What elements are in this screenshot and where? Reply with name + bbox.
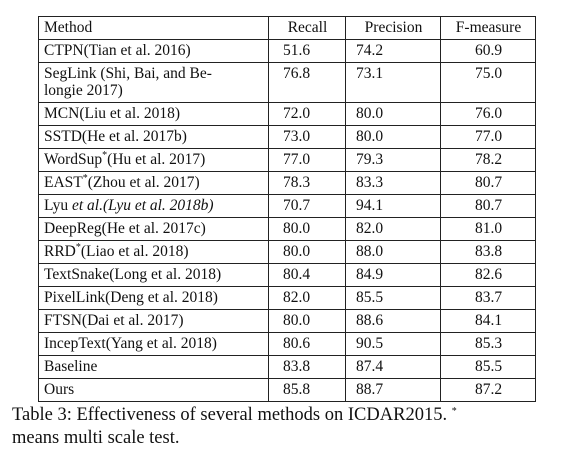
recall-cell: 80.6 xyxy=(268,332,346,356)
table-row: TextSnake(Long et al. 2018) 80.4 84.9 82… xyxy=(38,263,536,287)
method-name: EAST xyxy=(44,174,83,191)
table-row: WordSup*(Hu et al. 2017) 77.0 79.3 78.2 xyxy=(38,148,536,172)
precision-cell: 94.1 xyxy=(345,194,441,218)
precision-cell: 88.7 xyxy=(345,378,441,402)
table-row: SSTD(He et al. 2017b) 73.0 80.0 77.0 xyxy=(38,125,536,149)
precision-cell: 87.4 xyxy=(345,355,441,379)
method-name: RRD xyxy=(44,243,76,260)
method-cell: TextSnake(Long et al. 2018) xyxy=(38,263,269,287)
fmeasure-cell: 76.0 xyxy=(440,102,536,126)
table-row: DeepReg(He et al. 2017c) 80.0 82.0 81.0 xyxy=(38,217,536,241)
table-row: Ours 85.8 88.7 87.2 xyxy=(38,378,536,402)
precision-cell: 88.6 xyxy=(345,309,441,333)
fmeasure-cell-best: 87.2 xyxy=(440,378,536,402)
method-name: Lyu xyxy=(44,197,72,214)
fmeasure-cell: 81.0 xyxy=(440,217,536,241)
method-cell: RRD*(Liao et al. 2018) xyxy=(38,240,269,264)
recall-cell: 85.8 xyxy=(268,378,346,402)
method-cell: SSTD(He et al. 2017b) xyxy=(38,125,269,149)
precision-cell: 88.0 xyxy=(345,240,441,264)
recall-cell: 78.3 xyxy=(268,171,346,195)
recall-cell: 82.0 xyxy=(268,286,346,310)
method-cell: CTPN(Tian et al. 2016) xyxy=(38,39,269,63)
method-cell: WordSup*(Hu et al. 2017) xyxy=(38,148,269,172)
method-name: WordSup xyxy=(44,151,103,168)
method-cell: SegLink (Shi, Bai, and Be-longie 2017) xyxy=(38,62,269,103)
table-row: SegLink (Shi, Bai, and Be-longie 2017) 7… xyxy=(38,62,536,103)
fmeasure-cell: 85.3 xyxy=(440,332,536,356)
table-header-row: Method Recall Precision F-measure xyxy=(38,16,536,40)
method-cell: EAST*(Zhou et al. 2017) xyxy=(38,171,269,195)
precision-cell: 79.3 xyxy=(345,148,441,172)
fmeasure-cell: 75.0 xyxy=(440,62,536,103)
method-cell: IncepText(Yang et al. 2018) xyxy=(38,332,269,356)
precision-cell: 80.0 xyxy=(345,102,441,126)
fmeasure-cell: 78.2 xyxy=(440,148,536,172)
fmeasure-cell: 84.1 xyxy=(440,309,536,333)
table-row: FTSN(Dai et al. 2017) 80.0 88.6 84.1 xyxy=(38,309,536,333)
recall-cell: 80.0 xyxy=(268,309,346,333)
table-row: EAST*(Zhou et al. 2017) 78.3 83.3 80.7 xyxy=(38,171,536,195)
fmeasure-cell: 80.7 xyxy=(440,194,536,218)
method-cell: Baseline xyxy=(38,355,269,379)
fmeasure-cell: 83.8 xyxy=(440,240,536,264)
table-row: RRD*(Liao et al. 2018) 80.0 88.0 83.8 xyxy=(38,240,536,264)
fmeasure-cell: 77.0 xyxy=(440,125,536,149)
recall-cell: 51.6 xyxy=(268,39,346,63)
precision-cell: 85.5 xyxy=(345,286,441,310)
fmeasure-cell: 83.7 xyxy=(440,286,536,310)
recall-cell: 80.0 xyxy=(268,217,346,241)
recall-cell: 73.0 xyxy=(268,125,346,149)
recall-cell: 72.0 xyxy=(268,102,346,126)
header-precision: Precision xyxy=(345,16,441,40)
multi-scale-star: * xyxy=(75,242,81,253)
precision-cell: 82.0 xyxy=(345,217,441,241)
precision-cell: 83.3 xyxy=(345,171,441,195)
header-method: Method xyxy=(38,16,269,40)
precision-cell: 73.1 xyxy=(345,62,441,103)
recall-cell: 77.0 xyxy=(268,148,346,172)
results-table: Method Recall Precision F-measure CTPN(T… xyxy=(38,16,536,402)
caption-text: Table 3: Effectiveness of several method… xyxy=(12,405,448,425)
method-line-1: SegLink (Shi, Bai, and Be- xyxy=(44,65,212,82)
multi-scale-star: * xyxy=(102,150,108,161)
recall-cell: 80.0 xyxy=(268,240,346,264)
method-cell: DeepReg(He et al. 2017c) xyxy=(38,217,269,241)
precision-cell: 74.2 xyxy=(345,39,441,63)
results-table-container: Method Recall Precision F-measure CTPN(T… xyxy=(38,16,536,402)
fmeasure-cell: 85.5 xyxy=(440,355,536,379)
fmeasure-cell: 82.6 xyxy=(440,263,536,287)
table-row: PixelLink(Deng et al. 2018) 82.0 85.5 83… xyxy=(38,286,536,310)
header-recall: Recall xyxy=(268,16,346,40)
precision-cell: 80.0 xyxy=(345,125,441,149)
fmeasure-cell: 80.7 xyxy=(440,171,536,195)
table-row: MCN(Liu et al. 2018) 72.0 80.0 76.0 xyxy=(38,102,536,126)
method-cell: Ours xyxy=(38,378,269,402)
table-row: IncepText(Yang et al. 2018) 80.6 90.5 85… xyxy=(38,332,536,356)
recall-cell: 76.8 xyxy=(268,62,346,103)
method-ref: (Hu et al. 2017) xyxy=(107,151,206,168)
recall-cell: 83.8 xyxy=(268,355,346,379)
precision-cell: 84.9 xyxy=(345,263,441,287)
method-cell: MCN(Liu et al. 2018) xyxy=(38,102,269,126)
precision-cell: 90.5 xyxy=(345,332,441,356)
recall-cell: 70.7 xyxy=(268,194,346,218)
table-caption: Table 3: Effectiveness of several method… xyxy=(12,404,560,450)
method-cell: Lyu et al.(Lyu et al. 2018b) xyxy=(38,194,269,218)
multi-scale-star: * xyxy=(82,173,88,184)
table-row: Baseline 83.8 87.4 85.5 xyxy=(38,355,536,379)
method-cell: PixelLink(Deng et al. 2018) xyxy=(38,286,269,310)
method-ref-italic: et al.(Lyu et al. 2018b) xyxy=(72,197,214,214)
caption-star: * xyxy=(451,406,457,417)
caption-text-2: means multi scale test. xyxy=(12,428,180,448)
method-ref: (Zhou et al. 2017) xyxy=(87,174,200,191)
header-fmeasure: F-measure xyxy=(440,16,536,40)
method-line-2: longie 2017) xyxy=(44,82,123,99)
fmeasure-cell: 60.9 xyxy=(440,39,536,63)
method-ref: (Liao et al. 2018) xyxy=(80,243,189,260)
table-row: CTPN(Tian et al. 2016) 51.6 74.2 60.9 xyxy=(38,39,536,63)
method-cell: FTSN(Dai et al. 2017) xyxy=(38,309,269,333)
recall-cell: 80.4 xyxy=(268,263,346,287)
table-row: Lyu et al.(Lyu et al. 2018b) 70.7 94.1 8… xyxy=(38,194,536,218)
